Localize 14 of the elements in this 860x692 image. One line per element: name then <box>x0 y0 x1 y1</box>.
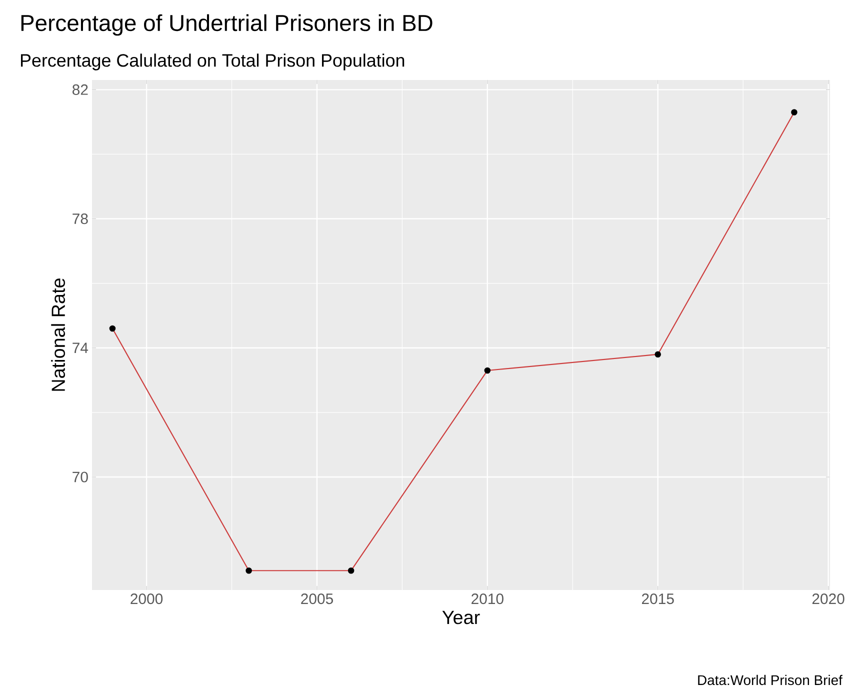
x-tick-label: 2005 <box>301 594 333 604</box>
y-tick-label: 82 <box>72 84 88 95</box>
chart-subtitle: Percentage Calulated on Total Prison Population <box>20 54 404 70</box>
y-tick-label: 74 <box>72 342 88 354</box>
text: Data:World Prison Brief <box>698 674 842 686</box>
x-axis-title: Year <box>442 610 480 624</box>
y-axis-title: National Rate <box>51 278 66 391</box>
chart-title: Percentage of Undertrial Prisoners in BD <box>21 14 432 36</box>
x-tick-label: 2015 <box>642 594 674 604</box>
x-tick-label: 2010 <box>472 594 504 604</box>
x-tick-label: 2020 <box>812 594 844 604</box>
y-tick-label: 78 <box>72 213 88 224</box>
x-tick-label: 2000 <box>130 594 163 604</box>
y-tick-label: 70 <box>72 472 88 482</box>
